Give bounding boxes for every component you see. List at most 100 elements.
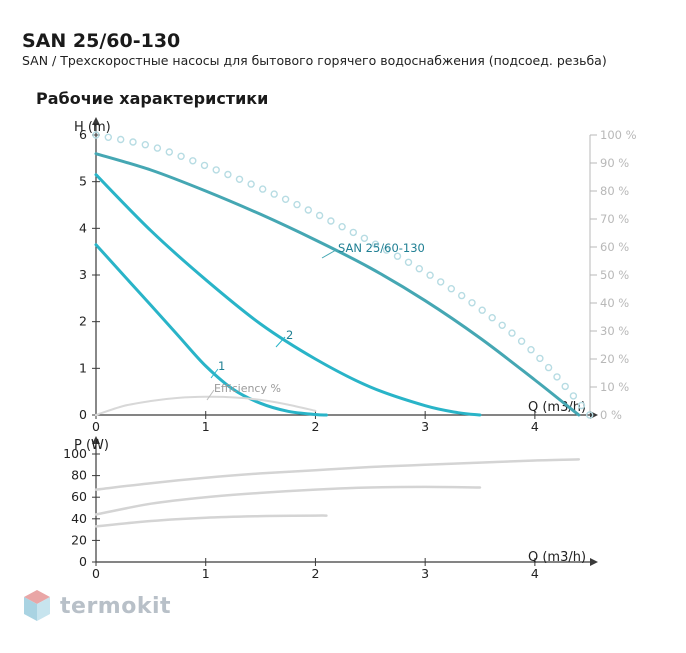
series-line-2 [94, 173, 482, 417]
power-series-line-3 [94, 514, 328, 528]
y2-tick-label: 70 % [600, 212, 629, 226]
p-y-tick-label: 0 [79, 554, 87, 569]
series-dot [293, 200, 301, 209]
x-tick-label: 1 [202, 419, 210, 434]
y-axis-label: H (m) [74, 120, 111, 135]
y2-tick-label: 60 % [600, 240, 629, 254]
power-series-line-1 [94, 458, 581, 491]
series-dot [338, 222, 346, 231]
series-dot [224, 170, 232, 179]
y-tick-label: 1 [79, 360, 87, 375]
y-tick-label: 0 [79, 407, 87, 422]
x-axis-label: Q (m3/h) [528, 400, 586, 415]
y2-tick-label: 30 % [600, 324, 629, 338]
series-dot [415, 265, 423, 273]
series-dot [304, 206, 312, 214]
series-dot [200, 161, 209, 170]
series-dot [488, 314, 496, 322]
series-dot [165, 148, 174, 156]
series-dot [349, 228, 357, 237]
p-x-tick-label: 1 [202, 566, 210, 581]
p-y-tick-label: 100 [63, 446, 87, 461]
y2-tick-label: 0 % [600, 408, 622, 422]
p-y-axis-arrow [92, 436, 100, 444]
annotation-leader [210, 368, 219, 379]
series-dot [577, 401, 586, 410]
x-tick-label: 0 [92, 419, 100, 434]
series-dot [281, 195, 290, 204]
p-x-axis-arrow [590, 558, 598, 566]
series-line-san-25-60-130 [94, 152, 581, 417]
series-dot [270, 190, 278, 198]
p-y-axis-label: P (W) [74, 438, 109, 453]
series-dot [569, 392, 578, 400]
series-dot [92, 131, 100, 139]
p-x-tick-label: 3 [421, 566, 429, 581]
series-dot [360, 234, 369, 243]
series-dot [153, 144, 162, 152]
series-dot [544, 363, 553, 372]
y2-tick-label: 40 % [600, 296, 629, 310]
series-dot [561, 382, 569, 391]
annotation-speed-2: 2 [286, 328, 293, 342]
p-x-tick-label: 4 [531, 566, 539, 581]
section-title: Рабочие характеристики [36, 89, 269, 108]
series-line-efficiency- [95, 395, 317, 416]
y-tick-label: 4 [79, 220, 87, 235]
y-axis-arrow [92, 117, 100, 125]
x-tick-label: 2 [311, 419, 319, 434]
y2-tick-label: 10 % [600, 380, 629, 394]
annotation-efficiency: Efficiency % [214, 382, 281, 395]
y-tick-label: 2 [79, 314, 87, 329]
series-line-1 [94, 243, 328, 417]
series-dot [553, 373, 561, 381]
series-dot [458, 291, 466, 300]
series-dot [447, 285, 455, 293]
series-dot [129, 138, 137, 146]
series-dot [382, 246, 391, 254]
series-dot [141, 140, 150, 149]
series-dot [247, 180, 255, 188]
series-dot [478, 306, 486, 314]
series-dot [212, 166, 220, 174]
brand-name: termokit [60, 593, 172, 619]
series-dot [393, 252, 402, 260]
y2-tick-label: 20 % [600, 352, 629, 366]
series-dot [315, 211, 324, 220]
y-tick-label: 5 [79, 174, 87, 189]
series-dot [327, 217, 335, 225]
annotation-leader [275, 336, 286, 348]
series-dot [404, 258, 413, 266]
series-dot [468, 299, 476, 307]
y2-tick-label: 90 % [600, 156, 629, 170]
series-dot [498, 321, 506, 329]
series-dot [259, 185, 267, 193]
annotation-model: SAN 25/60-130 [338, 241, 425, 255]
series-dot [536, 354, 544, 363]
x-tick-label: 4 [531, 419, 539, 434]
power-series-line-2 [94, 485, 482, 516]
series-dot [527, 346, 535, 354]
y2-tick-label: 80 % [600, 184, 629, 198]
series-dot [517, 337, 526, 345]
page-subtitle: SAN / Трехскоростные насосы для бытового… [22, 53, 607, 68]
y2-tick-label: 50 % [600, 268, 629, 282]
series-dot [177, 152, 185, 161]
p-x-axis-label: Q (m3/h) [528, 550, 586, 565]
series-dot [235, 175, 244, 184]
annotation-leader [206, 389, 215, 401]
series-dot [371, 240, 380, 248]
p-y-tick-label: 40 [71, 511, 87, 526]
y2-tick-label: 100 % [600, 128, 637, 142]
p-y-tick-label: 60 [71, 489, 87, 504]
series-dot [189, 157, 197, 165]
p-y-tick-label: 20 [71, 532, 87, 547]
y-tick-label: 6 [79, 127, 87, 142]
p-y-tick-label: 80 [71, 468, 87, 483]
series-dot [437, 278, 445, 286]
series-dot [104, 133, 113, 142]
cube-logo-icon [24, 590, 50, 621]
annotation-leader [321, 249, 337, 259]
series-dot [426, 271, 434, 279]
